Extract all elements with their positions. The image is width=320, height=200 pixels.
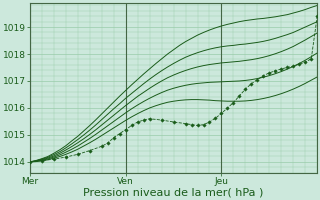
X-axis label: Pression niveau de la mer( hPa ): Pression niveau de la mer( hPa ) — [84, 187, 264, 197]
